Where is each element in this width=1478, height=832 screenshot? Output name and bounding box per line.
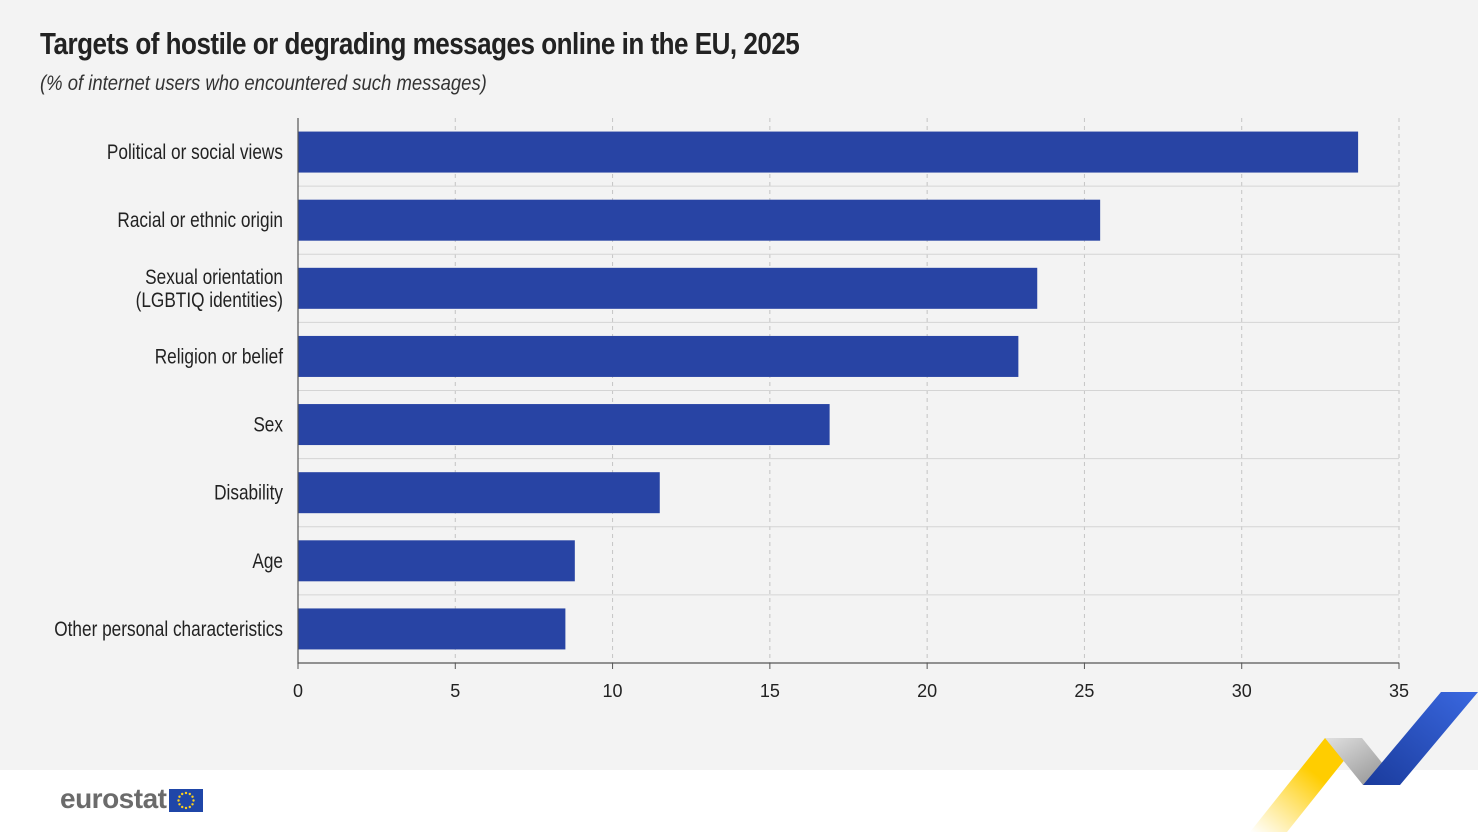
bar [298,540,575,582]
bar [298,131,1359,173]
bar [298,404,830,446]
category-label: Other personal characteristics [54,618,283,641]
logo-text: eurostat [60,783,167,814]
x-tick-label: 20 [917,681,937,701]
eu-flag-icon [169,788,204,812]
bar [298,335,1019,377]
chart-subtitle: (% of internet users who encountered suc… [40,72,487,95]
x-tick-label: 30 [1232,681,1252,701]
x-tick-label: 0 [293,681,303,701]
x-tick-label: 15 [760,681,780,701]
bar [298,199,1101,241]
bar [298,472,660,514]
x-tick-label: 35 [1389,681,1409,701]
x-tick-label: 5 [450,681,460,701]
chart-title: Targets of hostile or degrading messages… [40,26,800,61]
x-tick-label: 10 [603,681,623,701]
bar [298,608,566,650]
bar [298,267,1038,309]
category-label: Sexual orientation [145,266,283,289]
category-label: Age [252,550,283,573]
decorative-ribbon-graphic [1250,692,1478,832]
footer [0,770,1478,832]
bar-chart: Political or social views Racial or ethni… [54,118,1409,701]
category-label: Disability [214,482,283,505]
category-label: Sex [253,414,283,437]
eurostat-logo[interactable]: eurostat [60,783,204,815]
category-label: (LGBTIQ identities) [136,289,283,312]
category-label: Racial or ethnic origin [117,209,283,232]
category-label: Political or social views [107,141,283,164]
x-tick-label: 25 [1074,681,1094,701]
category-label: Religion or belief [155,345,283,368]
